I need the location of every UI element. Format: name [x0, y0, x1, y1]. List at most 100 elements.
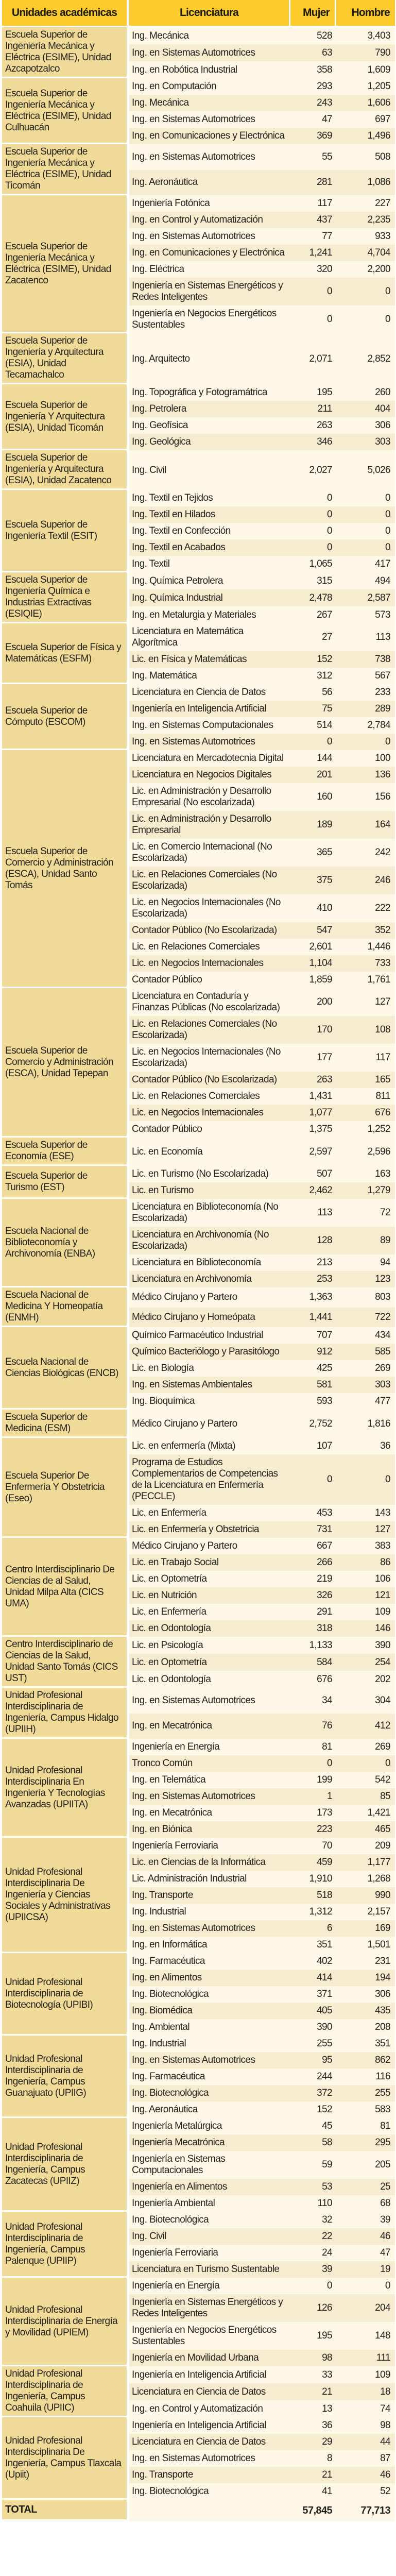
women-count-cell: 2,478 [290, 589, 336, 606]
men-count-cell: 508 [336, 144, 396, 170]
table-row: Ing. Biotecnológica 371 306 [0, 1986, 396, 2003]
women-count-cell: 126 [290, 2294, 336, 2322]
women-count-cell: 21 [290, 2467, 336, 2483]
academic-unit-cell: Unidad Profesional Interdisciplinaria De… [0, 1838, 129, 1953]
program-cell: Ingeniería Metalúrgica [129, 2118, 290, 2134]
program-cell: Ing. Textil en Hilados [129, 506, 290, 523]
table-row: Unidad Profesional Interdisciplinaria De… [0, 2417, 396, 2500]
table-row: Contador Público (No Escolarizada) 263 165 [0, 1072, 396, 1088]
program-cell: Ing. en Sistemas Automotrices [129, 44, 290, 61]
women-count-cell: 21 [290, 2383, 336, 2400]
women-count-cell: 1,859 [290, 972, 336, 988]
women-count-cell: 507 [290, 1166, 336, 1182]
program-cell: Lic. en Optometría [129, 1654, 290, 1671]
program-cell: Licenciatura en Ciencia de Datos [129, 2383, 290, 2400]
men-count-cell: 222 [336, 894, 396, 922]
program-cell: Ing. Geofísica [129, 417, 290, 434]
women-count-cell: 1,077 [290, 1105, 336, 1121]
table-row: Escuela Superior De Enfermería Y Obstetr… [0, 1438, 396, 1538]
table-row: Lic. en Relaciones Comerciales (No Escol… [0, 867, 396, 894]
table-row: Ingeniería en Inteligencia Artificial 75 2… [0, 701, 396, 717]
column-header-unit: Unidades académicas [0, 0, 129, 27]
table-row: Escuela Superior de Cómputo (ESCOM) Licen… [0, 684, 396, 750]
women-count-cell: 177 [290, 1044, 336, 1072]
women-count-cell: 414 [290, 1970, 336, 1986]
program-cell: Lic. en Enfermería [129, 1604, 290, 1620]
program-cell: Ing. en Mecatrónica [129, 1805, 290, 1821]
program-cell: Ing. Mecánica [129, 27, 290, 44]
women-count-cell: 24 [290, 2245, 336, 2261]
men-count-cell: 2,587 [336, 589, 396, 606]
table-header-row: Unidades académicas Licenciatura Mujer H… [0, 0, 396, 27]
table-row: Ing. Matemática 312 567 [0, 668, 396, 684]
women-count-cell: 1,441 [290, 1307, 336, 1327]
table-row: Ingeniería en Sistemas Energéticos y Red… [0, 2294, 396, 2322]
men-count-cell: 790 [336, 44, 396, 61]
women-count-cell: 53 [290, 2179, 336, 2195]
program-cell: Ing. Biotecnológica [129, 1986, 290, 2003]
program-cell: Licenciatura en Ciencia de Datos [129, 2434, 290, 2450]
table-row: Ing. en Biónica 223 465 [0, 1821, 396, 1838]
men-count-cell: 2,200 [336, 261, 396, 278]
men-count-cell: 89 [336, 1227, 396, 1255]
table-row: Lic. en Relaciones Comerciales 1,431 811 [0, 1088, 396, 1105]
program-cell: Ing. Mecánica [129, 95, 290, 111]
women-count-cell: 223 [290, 1821, 336, 1838]
table-row: Ing. Geológica 346 303 [0, 434, 396, 450]
men-count-cell: 233 [336, 684, 396, 701]
women-count-cell: 1,910 [290, 1871, 336, 1887]
men-count-cell: 1,086 [336, 170, 396, 195]
program-cell: Licenciatura en Biblioteconomía [129, 1255, 290, 1271]
program-cell: Ing. en Mecatrónica [129, 1713, 290, 1739]
table-row: Unidad Profesional Interdisciplinaria En… [0, 1739, 396, 1838]
table-row: Lic. en Relaciones Comerciales 2,601 1,446 [0, 939, 396, 955]
program-cell: Licenciatura en Matemática Algorítmica [129, 623, 290, 651]
table-row: Escuela Superior de Medicina (ESM) Médico… [0, 1410, 396, 1438]
women-count-cell: 22 [290, 2228, 336, 2245]
women-count-cell: 584 [290, 1654, 336, 1671]
column-header-program: Licenciatura [129, 0, 290, 27]
women-count-cell: 1 [290, 1788, 336, 1805]
men-count-cell: 117 [336, 1044, 396, 1072]
program-cell: Lic. en Negocios Internacionales (No Esc… [129, 894, 290, 922]
table-row: Ingeniería en Alimentos 53 25 [0, 2179, 396, 2195]
men-count-cell: 0 [336, 734, 396, 750]
women-count-cell: 1,312 [290, 1904, 336, 1920]
table-row: Ing. Textil en Confección 0 0 [0, 523, 396, 539]
women-count-cell: 29 [290, 2434, 336, 2450]
program-cell: Ing. en Robótica Industrial [129, 61, 290, 78]
academic-unit-cell: Unidad Profesional Interdisciplinaria de… [0, 1688, 129, 1739]
men-count-cell: 933 [336, 228, 396, 245]
men-count-cell: 494 [336, 572, 396, 589]
men-count-cell: 100 [336, 750, 396, 767]
men-count-cell: 1,816 [336, 1410, 396, 1438]
program-cell: Ing. Matemática [129, 668, 290, 684]
men-count-cell: 123 [336, 1271, 396, 1287]
women-count-cell: 58 [290, 2134, 336, 2151]
program-cell: Ing. Transporte [129, 1887, 290, 1904]
women-count-cell: 0 [290, 490, 336, 506]
men-count-cell: 113 [336, 623, 396, 651]
table-row: Escuela Superior de Ingeniería Química e… [0, 572, 396, 623]
academic-unit-cell: Unidad Profesional Interdisciplinaria de… [0, 1953, 129, 2036]
table-row: Ing. en Comunicaciones y Electrónica 369 1… [0, 128, 396, 144]
women-count-cell: 528 [290, 27, 336, 44]
table-row: Licenciatura en Ciencia de Datos 21 18 [0, 2383, 396, 2400]
table-row: Ing. Aeronáutica 281 1,086 [0, 170, 396, 195]
table-row: Ingeniería Ambiental 110 68 [0, 2195, 396, 2212]
men-count-cell: 465 [336, 1821, 396, 1838]
women-count-cell: 2,601 [290, 939, 336, 955]
program-cell: Ingeniería en Inteligencia Artificial [129, 2417, 290, 2434]
women-count-cell: 1,104 [290, 955, 336, 972]
program-cell: Ing. en Sistemas Automotrices [129, 2450, 290, 2467]
table-row: Ing. en Comunicaciones y Electrónica 1,24… [0, 245, 396, 261]
table-row: Lic. en Optometría 584 254 [0, 1654, 396, 1671]
program-cell: Licenciatura en Ciencia de Datos [129, 684, 290, 701]
program-cell: Ing. en Computación [129, 78, 290, 95]
program-cell: Ing. Ambiental [129, 2019, 290, 2036]
women-count-cell: 8 [290, 2450, 336, 2467]
program-cell: Contador Público (No Escolarizada) [129, 1072, 290, 1088]
academic-unit-cell: Escuela Nacional de Biblioteconomía y Ar… [0, 1199, 129, 1287]
men-count-cell: 242 [336, 839, 396, 867]
women-count-cell: 75 [290, 701, 336, 717]
